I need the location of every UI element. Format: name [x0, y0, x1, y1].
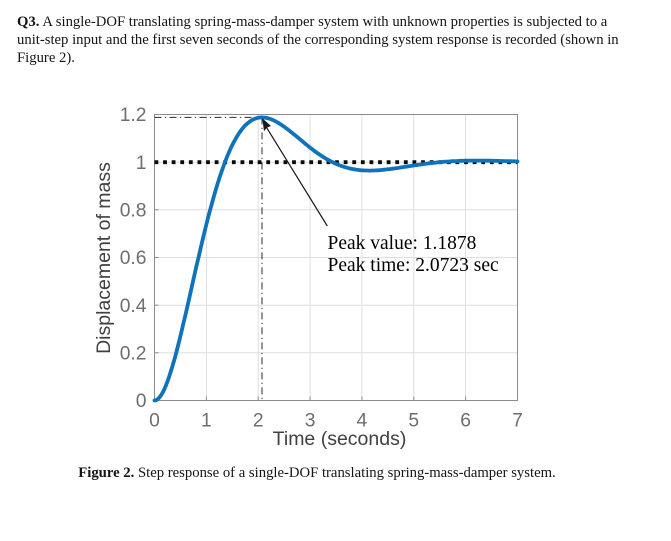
- svg-text:Time (seconds): Time (seconds): [273, 428, 407, 450]
- svg-text:0.8: 0.8: [120, 201, 147, 222]
- svg-text:0.4: 0.4: [120, 296, 147, 317]
- svg-text:5: 5: [408, 411, 419, 432]
- svg-text:7: 7: [512, 411, 523, 432]
- svg-text:Displacement of mass: Displacement of mass: [93, 162, 115, 354]
- svg-text:1: 1: [201, 411, 212, 432]
- svg-text:4: 4: [357, 411, 368, 432]
- svg-text:0.2: 0.2: [120, 344, 147, 365]
- svg-text:3: 3: [305, 411, 316, 432]
- svg-text:0.6: 0.6: [120, 248, 147, 269]
- svg-text:0: 0: [149, 411, 160, 432]
- svg-text:Peak time: 2.0723 sec: Peak time: 2.0723 sec: [328, 255, 499, 276]
- svg-text:0: 0: [136, 391, 147, 412]
- svg-text:2: 2: [253, 411, 264, 432]
- svg-text:1: 1: [136, 153, 147, 174]
- svg-text:Peak value: 1.1878: Peak value: 1.1878: [328, 233, 477, 254]
- svg-text:1.2: 1.2: [120, 105, 147, 126]
- svg-text:6: 6: [460, 411, 471, 432]
